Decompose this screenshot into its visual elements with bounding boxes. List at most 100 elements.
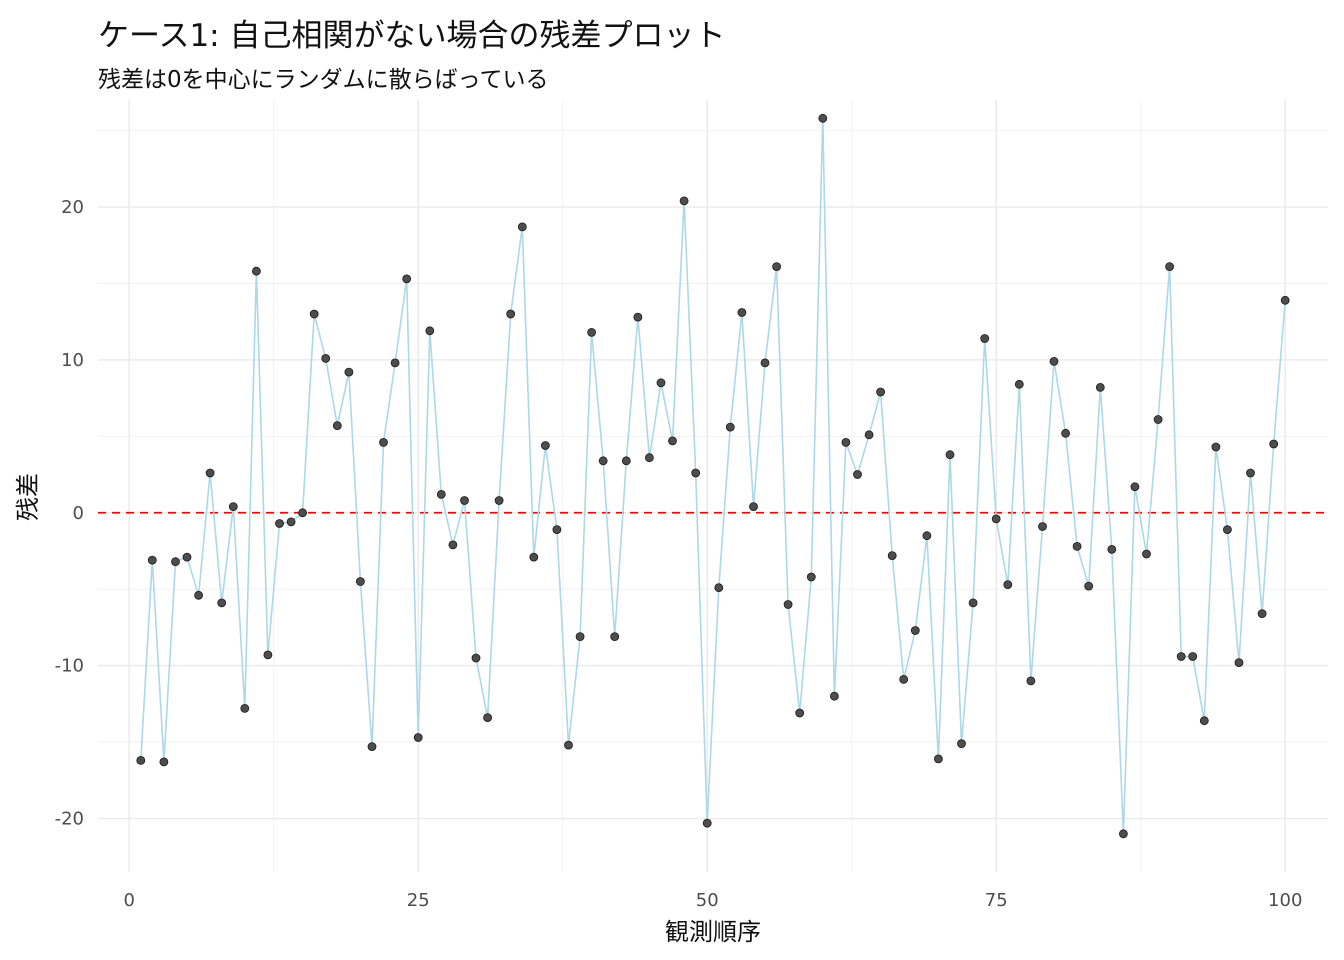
residual-point (564, 740, 573, 750)
residual-point (991, 514, 1001, 524)
residual-point (1130, 482, 1140, 492)
residual-point (1119, 829, 1128, 839)
y-tick-label: -10 (55, 656, 84, 677)
residual-point (159, 757, 169, 767)
residual-point (251, 266, 261, 276)
residual-point (379, 437, 388, 447)
residual-point (1280, 295, 1290, 305)
residual-point (714, 583, 724, 593)
residual-point (402, 274, 412, 284)
residual-point (228, 502, 238, 512)
residual-point (147, 555, 157, 565)
y-tick-label: -20 (55, 808, 84, 829)
residual-point (541, 441, 550, 450)
residual-point (980, 334, 990, 343)
residual-point (205, 468, 215, 478)
residual-point (818, 113, 828, 123)
residual-point (783, 600, 793, 609)
residual-point (1026, 676, 1036, 686)
x-tick-labels: 0 25 50 75 100 (123, 890, 1302, 911)
residual-point (436, 489, 446, 499)
residual-point (494, 496, 504, 505)
residual-point (957, 739, 966, 748)
residual-point (552, 525, 562, 534)
residual-point (506, 309, 516, 319)
residual-point (529, 552, 539, 562)
residual-point (448, 540, 458, 550)
residual-point (691, 468, 701, 478)
y-tick-label: 0 (73, 503, 84, 524)
residual-point (1038, 522, 1047, 531)
residual-point (934, 754, 943, 764)
residual-point (737, 308, 747, 317)
residual-point (1084, 581, 1094, 591)
residual-point (610, 632, 620, 641)
residual-point (1188, 652, 1198, 661)
residual-point (853, 470, 862, 479)
residual-point (1095, 382, 1105, 392)
major-grid (98, 100, 1328, 872)
residual-point (240, 704, 250, 713)
x-tick-label: 75 (985, 890, 1008, 911)
minor-grid (98, 100, 1328, 872)
y-axis-title: 残差 (14, 473, 42, 521)
residual-point (483, 713, 493, 722)
residual-point (263, 650, 273, 660)
residual-point (1153, 415, 1163, 424)
residual-point (968, 598, 978, 608)
residual-point (1142, 549, 1151, 559)
residual-point (344, 367, 354, 377)
residual-point (1107, 545, 1117, 554)
residual-point (587, 327, 596, 337)
x-tick-label: 100 (1268, 890, 1302, 911)
residual-point (1257, 609, 1267, 618)
y-tick-label: 20 (61, 197, 84, 218)
residual-point (390, 358, 400, 368)
residual-point (136, 756, 146, 765)
residual-point (1223, 525, 1232, 534)
residual-point (645, 453, 654, 463)
residual-point (309, 309, 319, 319)
residual-point (425, 326, 435, 336)
residual-point (621, 456, 631, 466)
residual-point (910, 626, 920, 635)
chart-subtitle: 残差は0を中心にランダムに散らばっている (98, 67, 549, 93)
residual-point (413, 733, 423, 742)
y-tick-label: 10 (61, 350, 84, 371)
residual-point (1234, 658, 1244, 667)
residual-point (1003, 580, 1013, 589)
residual-point (702, 818, 712, 828)
residual-point (806, 572, 816, 582)
residual-point (899, 675, 909, 684)
residual-point (1269, 439, 1279, 449)
x-tick-label: 0 (123, 890, 134, 911)
residual-point (830, 691, 839, 701)
residual-point (633, 312, 643, 322)
residual-point (772, 262, 781, 272)
residual-point (367, 742, 377, 751)
residual-point (598, 456, 608, 466)
residual-point (1199, 716, 1209, 726)
series-points-layer (136, 113, 1290, 839)
residual-point (922, 531, 932, 541)
residual-point (887, 551, 897, 560)
residual-point (298, 508, 308, 518)
residual-point (355, 577, 365, 586)
residual-point (864, 430, 874, 440)
residual-point (1061, 428, 1070, 438)
y-tick-labels: -20 -10 0 10 20 (55, 197, 84, 829)
x-tick-label: 25 (407, 890, 430, 911)
residual-point (876, 387, 885, 397)
residual-point (725, 422, 735, 432)
residual-point (332, 421, 342, 431)
x-tick-label: 50 (696, 890, 719, 911)
residual-point (668, 436, 677, 446)
residual-point (749, 502, 758, 512)
residual-point (945, 450, 955, 460)
residual-point (460, 496, 469, 505)
residual-point (1049, 356, 1059, 366)
residual-point (286, 517, 296, 527)
residual-point (679, 196, 689, 206)
residual-point (795, 708, 805, 718)
